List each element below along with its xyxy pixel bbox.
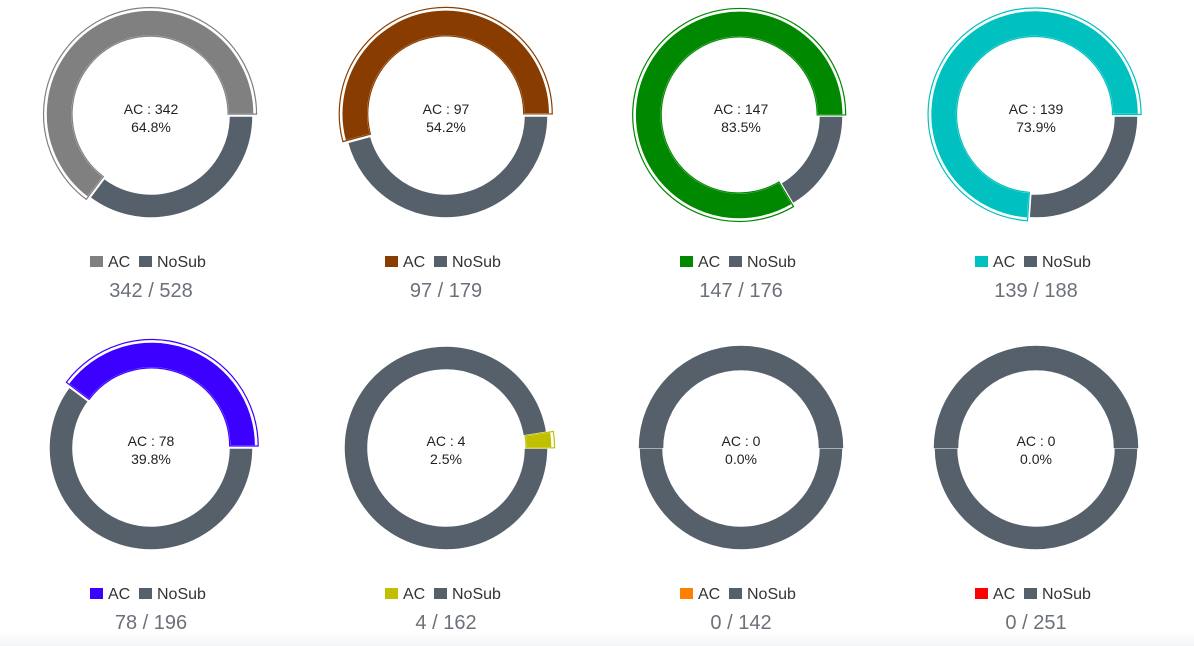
donut-chart-6: AC : 4 2.5% AC NoSub 4 / 162 [343, 345, 556, 634]
legend-nosub-swatch[interactable] [729, 588, 742, 599]
center-ac-label: AC : 4 [427, 433, 466, 449]
donut-chart-3: AC : 147 83.5% AC NoSub 147 / 176 [632, 7, 847, 302]
center-ac-label: AC : 342 [124, 101, 179, 117]
solved-count-label: 0 / 251 [1005, 612, 1066, 634]
legend-nosub-swatch[interactable] [434, 256, 447, 267]
nosub-slice[interactable] [779, 115, 844, 205]
bottom-edge [0, 632, 1194, 646]
legend-nosub-label[interactable]: NoSub [452, 586, 501, 603]
legend-nosub-swatch[interactable] [139, 588, 152, 599]
legend-nosub-label[interactable]: NoSub [1042, 254, 1091, 271]
legend: AC NoSub [975, 586, 1091, 603]
legend-ac-label[interactable]: AC [698, 254, 720, 271]
legend-nosub-swatch[interactable] [434, 588, 447, 599]
ac-slice-hover-outline [65, 338, 259, 447]
center-percent-label: 0.0% [1020, 451, 1052, 467]
legend: AC NoSub [90, 254, 206, 271]
legend-ac-swatch[interactable] [975, 256, 988, 267]
donut-chart-4: AC : 139 73.9% AC NoSub 139 / 188 [927, 7, 1142, 302]
ac-slice-group [927, 7, 1142, 222]
ac-slice-hover-outline [43, 7, 258, 201]
donut-chart-7: AC : 0 0.0% AC NoSub 0 / 142 [638, 345, 844, 634]
nosub-slice[interactable] [48, 385, 254, 551]
legend: AC NoSub [680, 586, 796, 603]
legend-nosub-swatch[interactable] [1024, 256, 1037, 267]
legend-nosub-label[interactable]: NoSub [1042, 586, 1091, 603]
center-ac-label: AC : 139 [1009, 101, 1064, 117]
center-ac-label: AC : 0 [722, 433, 761, 449]
center-percent-label: 73.9% [1016, 119, 1056, 135]
ac-slice-hover-outline [927, 7, 1142, 222]
legend: AC NoSub [385, 254, 501, 271]
legend-nosub-label[interactable]: NoSub [157, 586, 206, 603]
solved-count-label: 342 / 528 [109, 280, 192, 302]
nosub-slice[interactable] [343, 345, 549, 551]
nosub-slice[interactable] [638, 447, 844, 551]
legend-ac-swatch[interactable] [90, 256, 103, 267]
legend-nosub-swatch[interactable] [139, 256, 152, 267]
legend-nosub-label[interactable]: NoSub [157, 254, 206, 271]
legend-nosub-label[interactable]: NoSub [747, 586, 796, 603]
legend-ac-swatch[interactable] [385, 588, 398, 599]
ac-slice-group [65, 338, 259, 447]
donut-chart-5: AC : 78 39.8% AC NoSub 78 / 196 [48, 338, 259, 634]
donut-chart-1: AC : 342 64.8% AC NoSub 342 / 528 [43, 7, 258, 302]
legend-nosub-swatch[interactable] [1024, 588, 1037, 599]
legend-ac-label[interactable]: AC [108, 254, 130, 271]
legend: AC NoSub [385, 586, 501, 603]
ac-slice-hover-outline [632, 7, 847, 223]
solved-count-label: 0 / 142 [710, 612, 771, 634]
ac-slice-hover-outline [524, 430, 556, 449]
legend: AC NoSub [90, 586, 206, 603]
nosub-slice[interactable] [88, 115, 254, 219]
solved-count-label: 147 / 176 [699, 280, 782, 302]
legend-ac-label[interactable]: AC [403, 586, 425, 603]
center-percent-label: 64.8% [131, 119, 171, 135]
ac-slice-group [632, 7, 847, 223]
nosub-slice[interactable] [933, 447, 1139, 551]
legend-ac-label[interactable]: AC [993, 586, 1015, 603]
center-percent-label: 54.2% [426, 119, 466, 135]
solved-count-label: 139 / 188 [994, 280, 1077, 302]
ac-slice-hover-outline [338, 6, 553, 143]
legend-nosub-label[interactable]: NoSub [452, 254, 501, 271]
solved-count-label: 97 / 179 [410, 280, 482, 302]
center-ac-label: AC : 147 [714, 101, 769, 117]
nosub-slice[interactable] [346, 115, 549, 219]
legend: AC NoSub [975, 254, 1091, 271]
legend-nosub-label[interactable]: NoSub [747, 254, 796, 271]
donut-chart-8: AC : 0 0.0% AC NoSub 0 / 251 [933, 345, 1139, 634]
legend-ac-swatch[interactable] [385, 256, 398, 267]
center-percent-label: 83.5% [721, 119, 761, 135]
legend-ac-label[interactable]: AC [403, 254, 425, 271]
legend-nosub-swatch[interactable] [729, 256, 742, 267]
nosub-slice[interactable] [1028, 115, 1139, 219]
legend: AC NoSub [680, 254, 796, 271]
legend-ac-label[interactable]: AC [993, 254, 1015, 271]
center-percent-label: 39.8% [131, 451, 171, 467]
center-ac-label: AC : 0 [1017, 433, 1056, 449]
solved-count-label: 4 / 162 [415, 612, 476, 634]
center-percent-label: 0.0% [725, 451, 757, 467]
center-ac-label: AC : 97 [423, 101, 470, 117]
center-percent-label: 2.5% [430, 451, 462, 467]
ac-slice-group [43, 7, 258, 201]
solved-count-label: 78 / 196 [115, 612, 187, 634]
legend-ac-swatch[interactable] [90, 588, 103, 599]
legend-ac-swatch[interactable] [975, 588, 988, 599]
legend-ac-swatch[interactable] [680, 588, 693, 599]
nosub-slice[interactable] [933, 345, 1139, 449]
donut-chart-2: AC : 97 54.2% AC NoSub 97 / 179 [338, 6, 553, 302]
legend-ac-swatch[interactable] [680, 256, 693, 267]
legend-ac-label[interactable]: AC [698, 586, 720, 603]
ac-slice-group [338, 6, 553, 143]
legend-ac-label[interactable]: AC [108, 586, 130, 603]
ac-slice-group [524, 430, 556, 449]
nosub-slice[interactable] [638, 345, 844, 449]
center-ac-label: AC : 78 [128, 433, 175, 449]
